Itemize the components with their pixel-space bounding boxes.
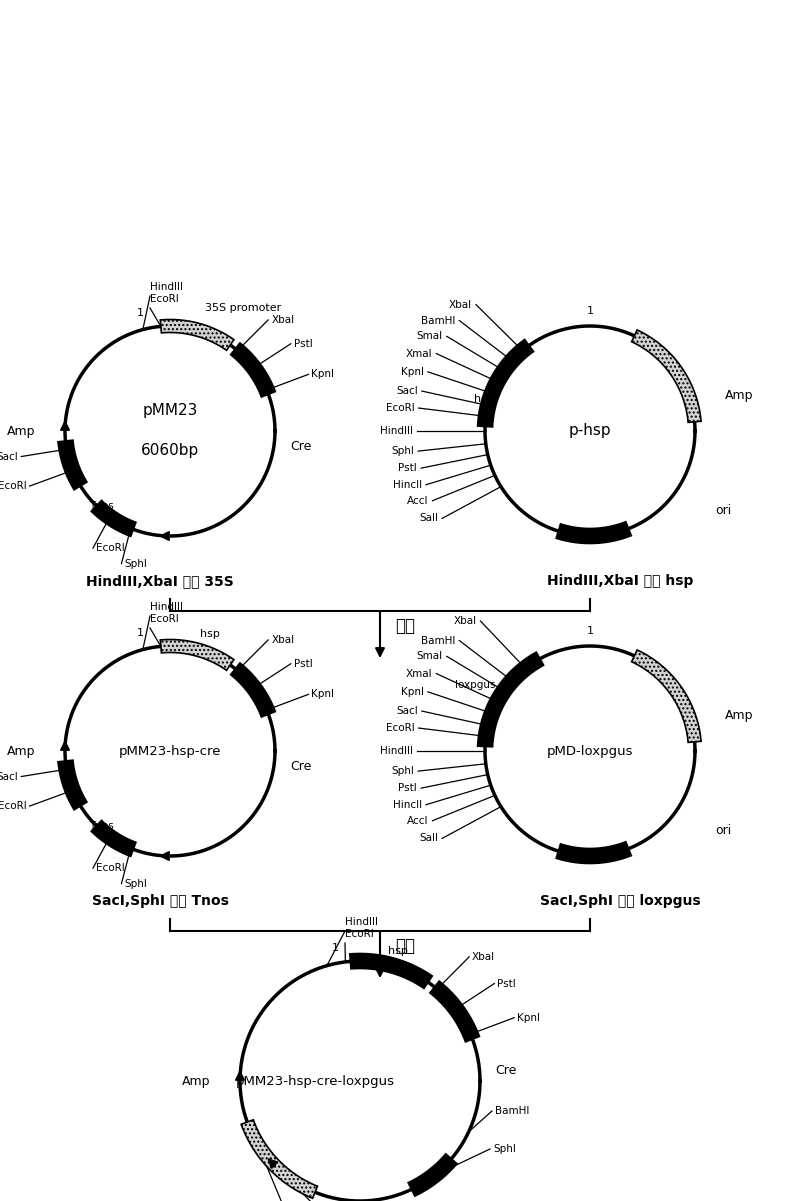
Text: SacI: SacI [0, 771, 18, 782]
Text: 连接: 连接 [395, 937, 415, 955]
Text: Tnos: Tnos [89, 501, 114, 512]
Text: SphI: SphI [391, 446, 414, 456]
Polygon shape [160, 319, 234, 351]
Text: SacI,SphI 切下 loxpgus: SacI,SphI 切下 loxpgus [540, 894, 700, 908]
Text: PstI: PstI [398, 783, 418, 793]
Text: EcoRI: EcoRI [386, 404, 414, 413]
Text: SphI: SphI [125, 558, 147, 568]
Text: 1: 1 [586, 626, 594, 637]
Text: EcoRI: EcoRI [0, 801, 26, 811]
Text: EcoRI: EcoRI [386, 723, 414, 733]
Text: SacI: SacI [0, 452, 18, 461]
Text: Amp: Amp [6, 424, 35, 437]
Text: KpnI: KpnI [401, 366, 424, 377]
Text: BamHI: BamHI [421, 316, 455, 325]
Text: SacI,SphI 切去 Tnos: SacI,SphI 切去 Tnos [91, 894, 229, 908]
Text: SacI: SacI [396, 386, 418, 396]
Text: EcoRI: EcoRI [345, 930, 374, 939]
Text: Amp: Amp [725, 389, 754, 402]
Text: Tnos: Tnos [89, 821, 114, 831]
Text: hsp: hsp [388, 946, 408, 956]
Text: KpnI: KpnI [311, 370, 334, 380]
Text: hsp: hsp [474, 394, 494, 404]
Text: KpnI: KpnI [517, 1012, 540, 1023]
Polygon shape [241, 1119, 318, 1199]
Text: XbaI: XbaI [271, 635, 294, 645]
Text: pMM23-hsp-cre: pMM23-hsp-cre [118, 745, 222, 758]
Text: XmaI: XmaI [406, 669, 432, 679]
Text: EcoRI: EcoRI [96, 864, 125, 873]
Text: SacI: SacI [396, 706, 418, 716]
Polygon shape [632, 330, 701, 423]
Text: HindIII: HindIII [150, 602, 183, 613]
Text: pMM23-hsp-cre-loxpgus: pMM23-hsp-cre-loxpgus [235, 1075, 394, 1087]
Text: SmaI: SmaI [417, 651, 443, 662]
Text: XbaI: XbaI [472, 952, 495, 962]
Text: SmaI: SmaI [417, 331, 443, 341]
Text: PstI: PstI [294, 339, 313, 348]
Text: p-hsp: p-hsp [569, 424, 611, 438]
Text: HindIII,XbaI 切下 hsp: HindIII,XbaI 切下 hsp [547, 574, 693, 588]
Text: pMD-loxpgus: pMD-loxpgus [546, 745, 634, 758]
Text: BamHI: BamHI [421, 635, 455, 646]
Text: HindIII: HindIII [345, 918, 378, 927]
Text: HincII: HincII [393, 479, 422, 490]
Text: ori: ori [715, 504, 731, 518]
Text: KpnI: KpnI [311, 689, 334, 699]
Text: HincII: HincII [393, 800, 422, 809]
Text: HindIII: HindIII [150, 282, 183, 292]
Text: AccI: AccI [407, 496, 429, 506]
Text: SphI: SphI [493, 1145, 516, 1154]
Text: Cre: Cre [495, 1064, 516, 1077]
Text: 1: 1 [137, 307, 143, 318]
Text: XbaI: XbaI [271, 315, 294, 325]
Text: Cre: Cre [290, 440, 311, 453]
Text: PstI: PstI [498, 979, 516, 988]
Text: 1: 1 [331, 943, 338, 954]
Polygon shape [632, 650, 701, 742]
Text: Amp: Amp [182, 1075, 210, 1087]
Text: EcoRI: EcoRI [150, 614, 178, 625]
Text: SphI: SphI [125, 879, 147, 889]
Text: EcoRI: EcoRI [0, 482, 26, 491]
Text: 1: 1 [586, 306, 594, 316]
Text: hsp: hsp [200, 629, 220, 639]
Text: HindIII,XbaI 切去 35S: HindIII,XbaI 切去 35S [86, 574, 234, 588]
Text: PstI: PstI [294, 658, 313, 669]
Polygon shape [160, 639, 234, 670]
Text: XbaI: XbaI [454, 616, 477, 626]
Text: 连接: 连接 [395, 617, 415, 635]
Text: Amp: Amp [6, 745, 35, 758]
Text: EcoRI: EcoRI [96, 543, 125, 554]
Text: XmaI: XmaI [406, 348, 432, 359]
Text: 6060bp: 6060bp [141, 443, 199, 459]
Text: pMM23: pMM23 [142, 404, 198, 418]
Text: HindIII: HindIII [380, 746, 413, 755]
Text: Cre: Cre [290, 759, 311, 772]
Text: ori: ori [715, 825, 731, 837]
Text: HindIII: HindIII [380, 426, 413, 436]
Text: XbaI: XbaI [449, 299, 472, 310]
Text: Amp: Amp [725, 710, 754, 723]
Text: KpnI: KpnI [401, 687, 424, 697]
Text: SphI: SphI [391, 766, 414, 776]
Text: EcoRI: EcoRI [150, 294, 178, 304]
Text: loxpgus: loxpgus [455, 680, 496, 691]
Text: PstI: PstI [398, 464, 418, 473]
Text: AccI: AccI [407, 815, 429, 826]
Text: BamHI: BamHI [495, 1106, 530, 1116]
Text: SalI: SalI [419, 514, 438, 524]
Text: 1: 1 [137, 628, 143, 638]
Text: SalI: SalI [419, 833, 438, 843]
Text: 35S promoter: 35S promoter [205, 303, 282, 313]
